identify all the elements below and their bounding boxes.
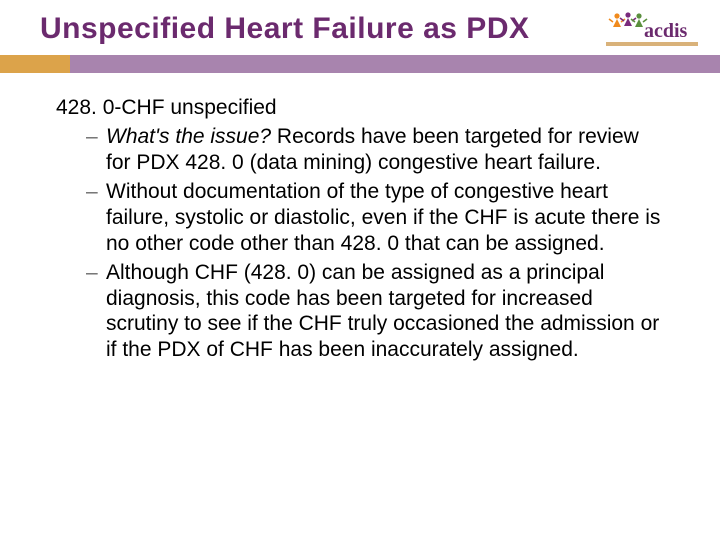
divider-accent bbox=[0, 55, 70, 73]
slide: Unspecified Heart Failure as PDX bbox=[0, 0, 720, 540]
logo-text: acdis bbox=[644, 20, 688, 42]
bullet-list: What's the issue? Records have been targ… bbox=[56, 124, 664, 362]
list-item: Without documentation of the type of con… bbox=[86, 179, 664, 256]
list-item: Although CHF (428. 0) can be assigned as… bbox=[86, 260, 664, 362]
divider-bar bbox=[0, 55, 720, 73]
bullet-text: Without documentation of the type of con… bbox=[106, 180, 660, 254]
list-item: What's the issue? Records have been targ… bbox=[86, 124, 664, 175]
logo-underline bbox=[606, 42, 698, 46]
bullet-emphasis: What's the issue? bbox=[106, 125, 271, 148]
content-area: 428. 0-CHF unspecified What's the issue?… bbox=[0, 73, 720, 363]
divider-main bbox=[70, 55, 720, 73]
bullet-text: Although CHF (428. 0) can be assigned as… bbox=[106, 261, 659, 361]
logo-figures-icon bbox=[609, 12, 647, 27]
lead-text: 428. 0-CHF unspecified bbox=[56, 95, 664, 121]
title-area: Unspecified Heart Failure as PDX bbox=[0, 0, 720, 55]
acdis-logo: acdis bbox=[604, 10, 700, 50]
slide-title: Unspecified Heart Failure as PDX bbox=[40, 12, 560, 47]
